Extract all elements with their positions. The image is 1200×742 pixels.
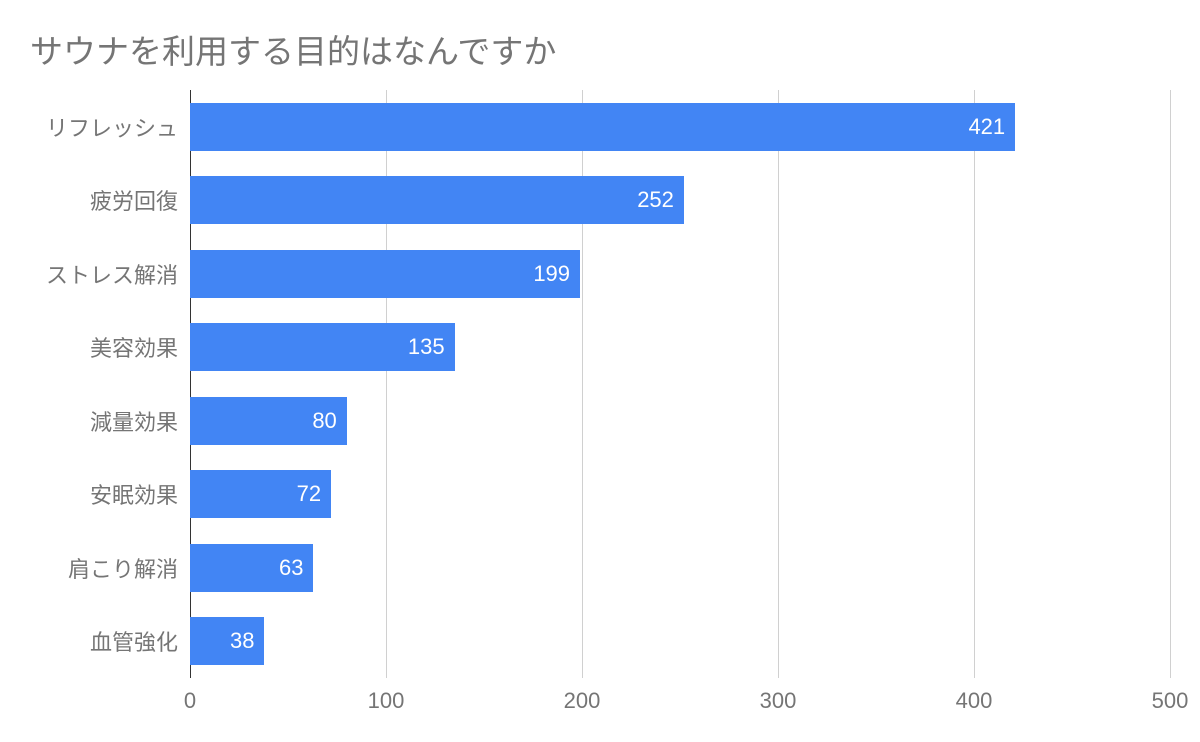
gridline	[1170, 90, 1171, 678]
category-label: 美容効果	[0, 331, 178, 363]
category-label: リフレッシュ	[0, 111, 178, 143]
x-tick-label: 100	[368, 688, 405, 714]
bar-row: 63	[190, 544, 1170, 592]
bar-row: 72	[190, 470, 1170, 518]
plot-area: 421 252 199 135 80 72 63 38	[190, 90, 1170, 678]
bar-row: 135	[190, 323, 1170, 371]
bar-row: 80	[190, 397, 1170, 445]
x-tick-label: 500	[1152, 688, 1189, 714]
bar-value-label: 63	[279, 555, 303, 581]
category-label: 疲労回復	[0, 184, 178, 216]
bar-row: 421	[190, 103, 1170, 151]
bar-value-label: 38	[230, 628, 254, 654]
bar-row: 38	[190, 617, 1170, 665]
bar-value-label: 252	[637, 187, 674, 213]
category-label: ストレス解消	[0, 258, 178, 290]
category-label: 安眠効果	[0, 478, 178, 510]
chart-container: サウナを利用する目的はなんですか 421 252 199 135 80 72 63 38 リフ…	[0, 0, 1200, 742]
chart-title: サウナを利用する目的はなんですか	[30, 25, 556, 73]
bar	[190, 103, 1015, 151]
x-tick-label: 400	[956, 688, 993, 714]
bar-value-label: 72	[297, 481, 321, 507]
bar-value-label: 135	[408, 334, 445, 360]
bar	[190, 176, 684, 224]
bar-value-label: 80	[312, 408, 336, 434]
x-tick-label: 200	[564, 688, 601, 714]
bar-value-label: 199	[533, 261, 570, 287]
category-label: 肩こり解消	[0, 552, 178, 584]
category-label: 血管強化	[0, 625, 178, 657]
x-tick-label: 0	[184, 688, 196, 714]
category-label: 減量効果	[0, 405, 178, 437]
bar-value-label: 421	[968, 114, 1005, 140]
x-tick-label: 300	[760, 688, 797, 714]
bar-row: 199	[190, 250, 1170, 298]
bar-row: 252	[190, 176, 1170, 224]
bar	[190, 250, 580, 298]
